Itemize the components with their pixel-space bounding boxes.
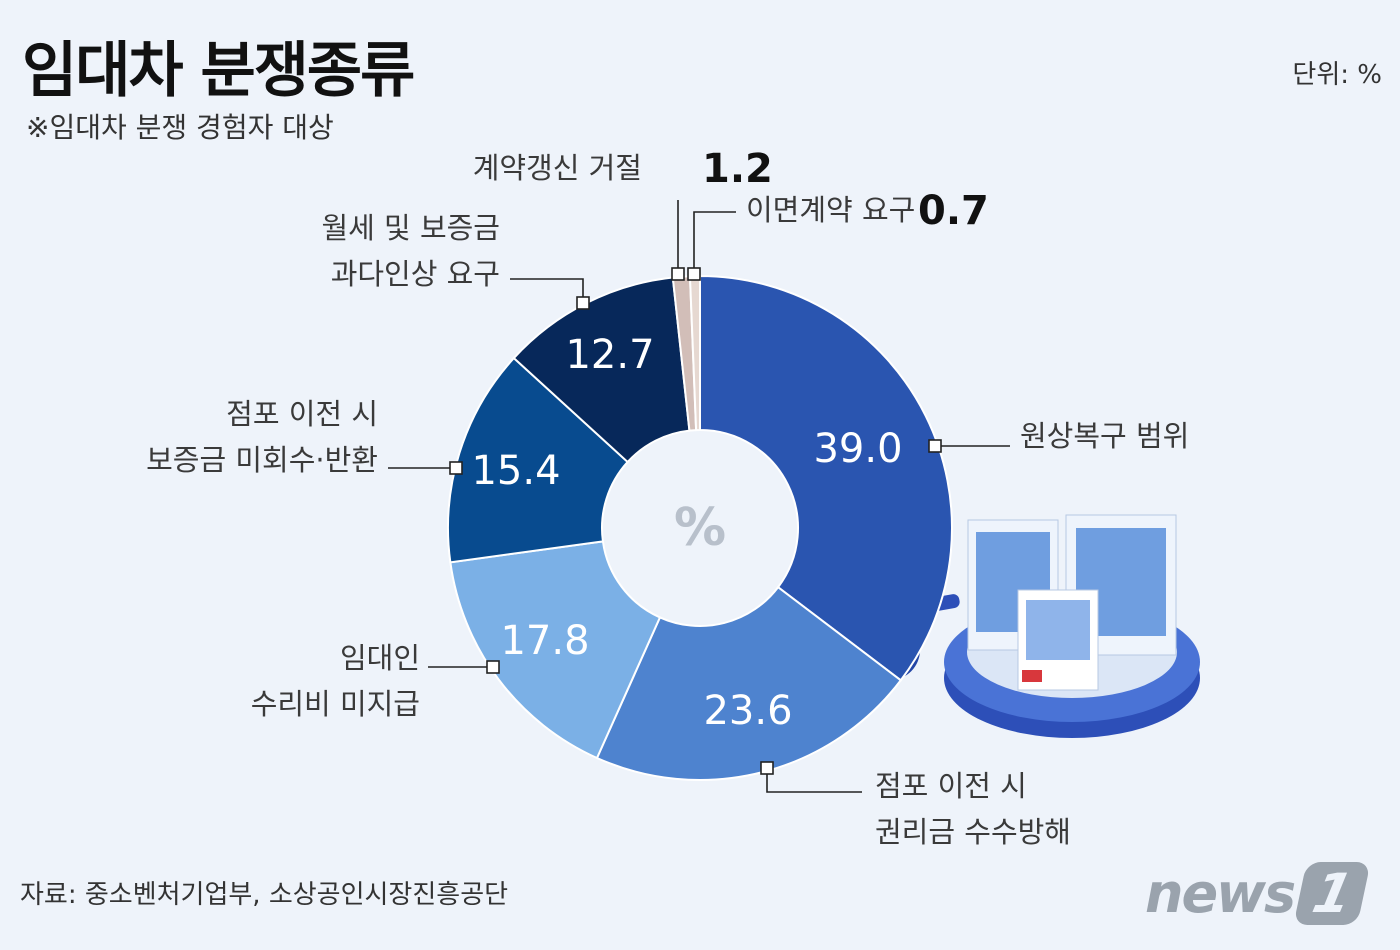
news1-logo: news 1 bbox=[1145, 862, 1371, 925]
leader-line-5 bbox=[510, 278, 584, 303]
buildings-illustration bbox=[944, 514, 1200, 738]
leader-marker-4 bbox=[449, 461, 463, 475]
slice-label-3-line1: 임대인 bbox=[340, 641, 420, 675]
leader-marker-3 bbox=[486, 660, 500, 674]
slices-group bbox=[447, 274, 953, 781]
leader-line-2 bbox=[766, 768, 862, 793]
slice-label-2-line1: 점포 이전 시 bbox=[875, 769, 1027, 803]
slice-label-5-line2: 과다인상 요구 bbox=[331, 257, 500, 291]
source-note: 자료: 중소벤처기업부, 소상공인시장진흥공단 bbox=[20, 880, 509, 910]
slice-label-5-line1: 월세 및 보증금 bbox=[321, 211, 500, 245]
leader-marker-6 bbox=[671, 267, 685, 281]
unit-label: 단위: % bbox=[1292, 60, 1382, 90]
slice-2 bbox=[595, 585, 903, 781]
slice-label-4-line2: 보증금 미회수·반환 bbox=[146, 443, 378, 477]
value-label-7: 0.7 bbox=[918, 188, 989, 234]
center-label: % bbox=[674, 498, 726, 558]
leader-line-7 bbox=[693, 211, 736, 274]
chart-subtitle: ※임대차 분쟁 경험자 대상 bbox=[26, 111, 334, 144]
leader-marker-7 bbox=[687, 267, 701, 281]
chart-title: 임대차 분쟁종류 bbox=[22, 36, 415, 106]
value-label-2: 23.6 bbox=[703, 688, 792, 734]
slice-label-1: 원상복구 범위 bbox=[1020, 419, 1189, 453]
slice-label-4-line1: 점포 이전 시 bbox=[226, 397, 378, 431]
value-label-3: 17.8 bbox=[500, 618, 589, 664]
logo-text: news bbox=[1145, 862, 1296, 925]
slice-4 bbox=[447, 356, 630, 564]
value-label-5: 12.7 bbox=[565, 332, 654, 378]
slice-label-2-line2: 권리금 수수방해 bbox=[875, 815, 1071, 849]
slice-5 bbox=[512, 276, 691, 464]
leader-marker-1 bbox=[928, 439, 942, 453]
value-label-6: 1.2 bbox=[702, 146, 773, 192]
slice-label-6: 계약갱신 거절 bbox=[473, 151, 642, 185]
value-label-1: 39.0 bbox=[813, 426, 902, 472]
slice-label-7: 이면계약 요구 bbox=[746, 193, 915, 227]
slice-3 bbox=[449, 540, 662, 760]
leader-marker-2 bbox=[760, 761, 774, 775]
slice-1 bbox=[699, 274, 953, 682]
value-label-4: 15.4 bbox=[471, 448, 560, 494]
slice-label-3-line2: 수리비 미지급 bbox=[251, 687, 420, 721]
logo-number: 1 bbox=[1293, 862, 1371, 925]
leader-marker-5 bbox=[576, 296, 590, 310]
